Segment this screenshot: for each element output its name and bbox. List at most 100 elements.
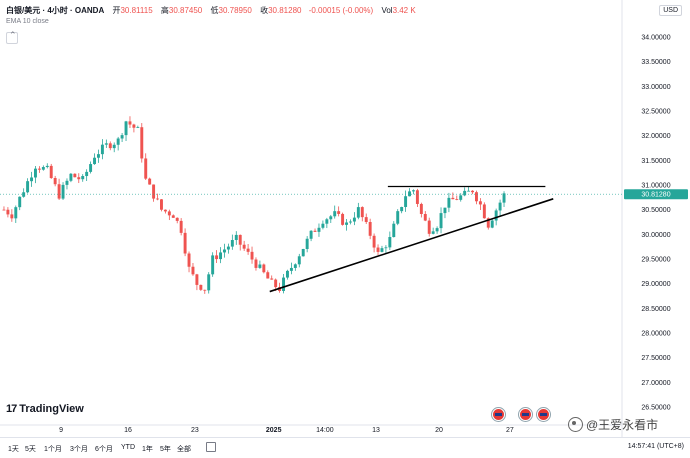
candle-body xyxy=(167,211,171,216)
open-value: 30.81115 xyxy=(120,6,153,15)
candle-body xyxy=(293,264,297,268)
timeframe-all[interactable]: 全部 xyxy=(177,446,191,453)
candle-body xyxy=(313,230,317,232)
candle-body xyxy=(136,127,140,129)
candle-body xyxy=(423,213,427,221)
candle-body xyxy=(384,247,388,249)
timeframe-1m[interactable]: 1个月 xyxy=(44,446,62,453)
candle-body xyxy=(502,193,506,203)
candle-body xyxy=(443,207,447,214)
us-flag-event-icon[interactable] xyxy=(519,408,532,421)
candle-body xyxy=(199,284,203,290)
timeframe-5d[interactable]: 5天 xyxy=(25,446,36,453)
candle-body xyxy=(349,221,352,223)
y-tick-label: 30.00000 xyxy=(641,232,670,239)
x-tick-label: 27 xyxy=(506,427,514,434)
y-tick-label: 29.00000 xyxy=(641,281,670,288)
low-label: 低 xyxy=(210,6,219,15)
tradingview-mark-icon: 17 xyxy=(6,403,17,415)
timeframe-1y[interactable]: 1年 xyxy=(142,446,153,453)
open-label: 开 xyxy=(112,6,121,15)
timeframe-5y[interactable]: 5年 xyxy=(160,446,171,453)
candle-body xyxy=(380,248,384,252)
us-flag-event-icon[interactable] xyxy=(537,408,550,421)
candle-body xyxy=(61,184,65,199)
candle-body xyxy=(89,164,93,172)
candle-body xyxy=(341,213,345,225)
collapse-legend-button[interactable]: ⌃ xyxy=(6,30,18,44)
candle-body xyxy=(333,211,337,217)
support-trendline xyxy=(269,198,554,293)
candle-body xyxy=(258,264,262,268)
low-value: 30.78950 xyxy=(218,6,252,15)
close-value: 30.81280 xyxy=(268,6,302,15)
candle-body xyxy=(467,190,471,192)
candle-body xyxy=(289,267,293,271)
candle-body xyxy=(187,253,191,267)
candle-body xyxy=(148,178,152,185)
candle-body xyxy=(57,184,61,199)
chart-header: 白银/美元 · 4小时 · OANDA 开30.81115 高30.87450 … xyxy=(6,5,416,16)
candle-body xyxy=(69,173,73,181)
candle-body xyxy=(6,209,10,215)
candle-body xyxy=(459,195,463,200)
candle-body xyxy=(274,279,278,288)
candle-body xyxy=(26,181,30,193)
candle-body xyxy=(337,211,341,214)
candle-body xyxy=(230,240,234,247)
timeframe-ytd[interactable]: YTD xyxy=(121,444,135,451)
calendar-icon[interactable] xyxy=(206,442,216,452)
candle-body xyxy=(396,211,400,224)
current-price-label: 30.81280 xyxy=(641,192,670,199)
candle-body xyxy=(376,247,380,252)
timeframe-6m[interactable]: 6个月 xyxy=(95,446,113,453)
candle-body xyxy=(179,220,183,233)
candle-body xyxy=(266,272,270,279)
candle-body xyxy=(356,207,360,218)
candle-body xyxy=(175,217,179,221)
candle-body xyxy=(171,215,175,218)
watermark-icon xyxy=(568,417,583,432)
candle-body xyxy=(250,251,254,260)
y-tick-label: 28.00000 xyxy=(641,331,670,338)
timeframe-1d[interactable]: 1天 xyxy=(8,446,19,453)
candle-body xyxy=(100,144,104,155)
y-tick-label: 27.50000 xyxy=(641,355,670,362)
candle-body xyxy=(282,277,285,291)
candle-body xyxy=(254,259,258,268)
candle-body xyxy=(238,234,242,245)
candle-body xyxy=(270,278,274,280)
x-tick-label: 14:00 xyxy=(316,427,334,434)
candle-body xyxy=(364,217,368,223)
candle-body xyxy=(360,207,364,218)
timeframe-3m[interactable]: 3个月 xyxy=(70,446,88,453)
indicator-legend[interactable]: EMA 10 close xyxy=(6,18,49,25)
candle-body xyxy=(116,138,120,145)
high-value: 30.87450 xyxy=(168,6,203,15)
candle-body xyxy=(140,127,144,159)
candle-body xyxy=(108,143,112,149)
candle-body xyxy=(211,255,215,275)
candle-body xyxy=(156,198,159,200)
candle-body xyxy=(45,165,49,168)
candle-body xyxy=(419,203,423,214)
candle-body xyxy=(219,252,222,260)
symbol-title[interactable]: 白银/美元 · 4小时 · OANDA xyxy=(6,6,105,15)
candle-body xyxy=(73,173,77,178)
candle-body xyxy=(41,167,45,170)
y-tick-label: 31.50000 xyxy=(641,158,670,165)
candle-body xyxy=(207,274,211,291)
y-tick-label: 32.00000 xyxy=(641,133,670,140)
currency-label[interactable]: USD xyxy=(659,5,682,16)
us-flag-event-icon[interactable] xyxy=(492,408,505,421)
candle-body xyxy=(93,157,96,165)
candle-body xyxy=(317,227,321,232)
watermark: @王爱永看市 xyxy=(568,416,658,433)
tradingview-logo: 17 TradingView xyxy=(6,403,84,415)
candle-body xyxy=(14,207,18,219)
clock-readout[interactable]: 14:57:41 (UTC+8) xyxy=(627,443,684,450)
candle-body xyxy=(415,190,419,204)
y-tick-label: 33.50000 xyxy=(641,59,670,66)
candle-body xyxy=(490,220,494,228)
